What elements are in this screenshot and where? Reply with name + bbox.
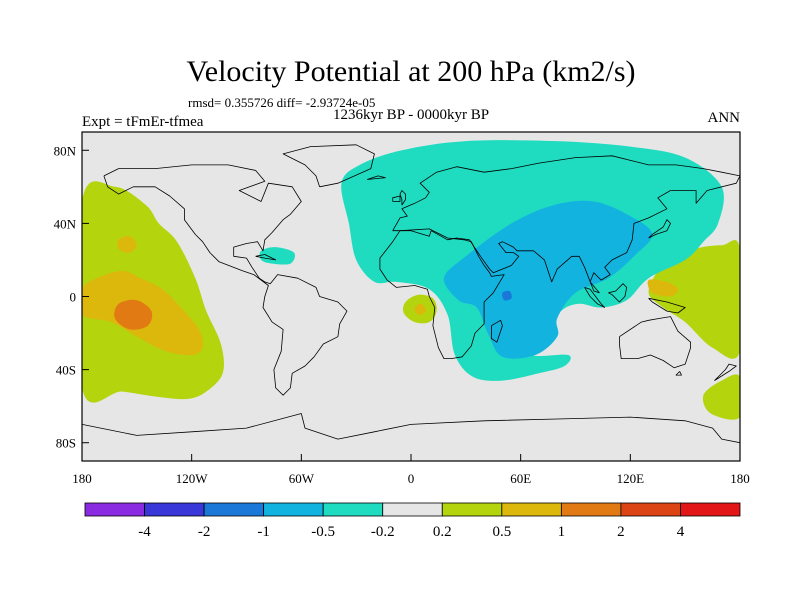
y-tick-label-2: 0 <box>70 290 77 305</box>
chart-title: Velocity Potential at 200 hPa (km2/s) <box>186 55 635 88</box>
coastline-14 <box>392 195 401 202</box>
colorbar-box-6 <box>441 502 503 517</box>
contour-layer <box>82 140 740 420</box>
x-tick-label-4: 60E <box>510 471 531 486</box>
colorbar-box-7 <box>501 502 562 517</box>
contour-region-3 <box>114 299 153 330</box>
x-tick-label-0: 180 <box>72 471 92 486</box>
colorbar-box-2 <box>203 502 265 517</box>
coastline-5 <box>491 319 503 343</box>
colorbar-box-1 <box>144 502 205 517</box>
experiment-label: Expt = tFmEr-tfmea <box>82 114 204 130</box>
coastline-8 <box>714 363 737 381</box>
contour-region-10 <box>443 200 653 359</box>
x-axis: 180 120W 60W 0 60E 120E 180 <box>72 454 750 486</box>
y-tick-label-3: 40S <box>56 363 76 378</box>
y-tick-label-1: 40N <box>54 216 77 231</box>
coastline-16 <box>82 413 740 444</box>
colorbar-label-0: -4 <box>138 524 151 540</box>
contour-region-2 <box>117 236 137 253</box>
coastline-7 <box>675 371 682 376</box>
coastline-3 <box>392 155 740 294</box>
colorbar-label-7: 1 <box>558 524 566 540</box>
x-tick-label-6: 180 <box>730 471 750 486</box>
colorbar-label-9: 4 <box>677 524 685 540</box>
colorbar-box-10 <box>680 502 741 517</box>
colorbar-label-5: 0.2 <box>433 524 452 540</box>
x-tick-label-2: 60W <box>289 471 315 486</box>
coastline-10 <box>608 283 628 303</box>
coastline-6 <box>619 316 691 369</box>
coastline-2 <box>366 175 386 180</box>
coastline-4 <box>379 228 505 359</box>
colorbar-label-8: 2 <box>617 524 625 540</box>
coastline-15 <box>255 254 277 261</box>
y-tick-label-0: 80N <box>54 143 77 158</box>
coastline-layer <box>82 144 740 444</box>
colorbar-box-0 <box>84 502 145 517</box>
contour-region-8 <box>702 374 740 420</box>
season-label: ANN <box>708 110 741 126</box>
coastline-11 <box>648 297 686 314</box>
colorbar-label-2: -1 <box>257 524 270 540</box>
colorbar-box-9 <box>620 502 681 517</box>
contour-region-11 <box>502 290 512 301</box>
colorbar-label-6: 0.5 <box>492 524 511 540</box>
colorbar-label-3: -0.5 <box>311 524 335 540</box>
map-area <box>81 131 741 462</box>
colorbar-box-4 <box>322 502 384 517</box>
y-axis: 80N 40N 0 40S 80S <box>54 143 89 451</box>
y-tick-label-4: 80S <box>56 436 76 451</box>
coastline-0 <box>103 164 348 396</box>
colorbar-box-5 <box>382 502 443 517</box>
x-tick-label-3: 0 <box>408 471 415 486</box>
coastline-9 <box>584 287 606 308</box>
x-tick-label-5: 120E <box>617 471 645 486</box>
coastline-13 <box>399 190 406 206</box>
contour-region-12 <box>259 247 296 265</box>
coastline-1 <box>282 144 375 188</box>
stats-label: rmsd= 0.355726 diff= -2.93724e-05 <box>188 95 375 110</box>
contour-region-6 <box>648 240 740 359</box>
colorbar: -4 -2 -1 -0.5 -0.2 0.2 0.5 1 2 4 <box>84 502 741 540</box>
colorbar-box-3 <box>263 502 324 517</box>
x-tick-label-1: 120W <box>176 471 209 486</box>
colorbar-box-8 <box>560 502 622 517</box>
contour-region-7 <box>647 279 678 297</box>
contour-region-5 <box>414 303 426 315</box>
colorbar-label-1: -2 <box>198 524 211 540</box>
colorbar-label-4: -0.2 <box>371 524 395 540</box>
period-label: 1236kyr BP - 0000kyr BP <box>333 107 489 123</box>
coastline-12 <box>648 219 671 239</box>
